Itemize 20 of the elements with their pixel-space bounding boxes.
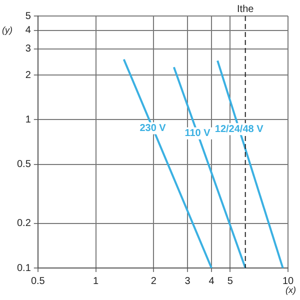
y-tick-label: 0.1 xyxy=(16,262,32,274)
x-tick-label: 5 xyxy=(227,276,234,287)
x-axis-title: (x) xyxy=(286,285,296,295)
y-tick-label: 1 xyxy=(25,114,32,126)
x-tick-label: 10 xyxy=(282,276,294,287)
series-label: 110 V xyxy=(184,128,211,140)
y-tick-label: 0.2 xyxy=(16,218,32,230)
x-tick-label: 4 xyxy=(208,276,215,287)
series-label: 230 V xyxy=(140,122,166,134)
y-tick-label: 4 xyxy=(25,25,32,36)
y-tick-label: 3 xyxy=(25,44,32,55)
y-tick-label: 5 xyxy=(25,10,32,22)
y-tick-label: 2 xyxy=(25,70,32,81)
series-label: 12/24/48 V xyxy=(214,124,264,135)
x-tick-label: 2 xyxy=(150,276,157,287)
ref-line-label: Ithe xyxy=(237,4,254,15)
y-axis-title: (y) xyxy=(2,24,12,35)
x-tick-label: 3 xyxy=(184,276,191,287)
y-tick-label: 0.5 xyxy=(16,159,32,170)
x-tick-label: 1 xyxy=(92,276,99,287)
